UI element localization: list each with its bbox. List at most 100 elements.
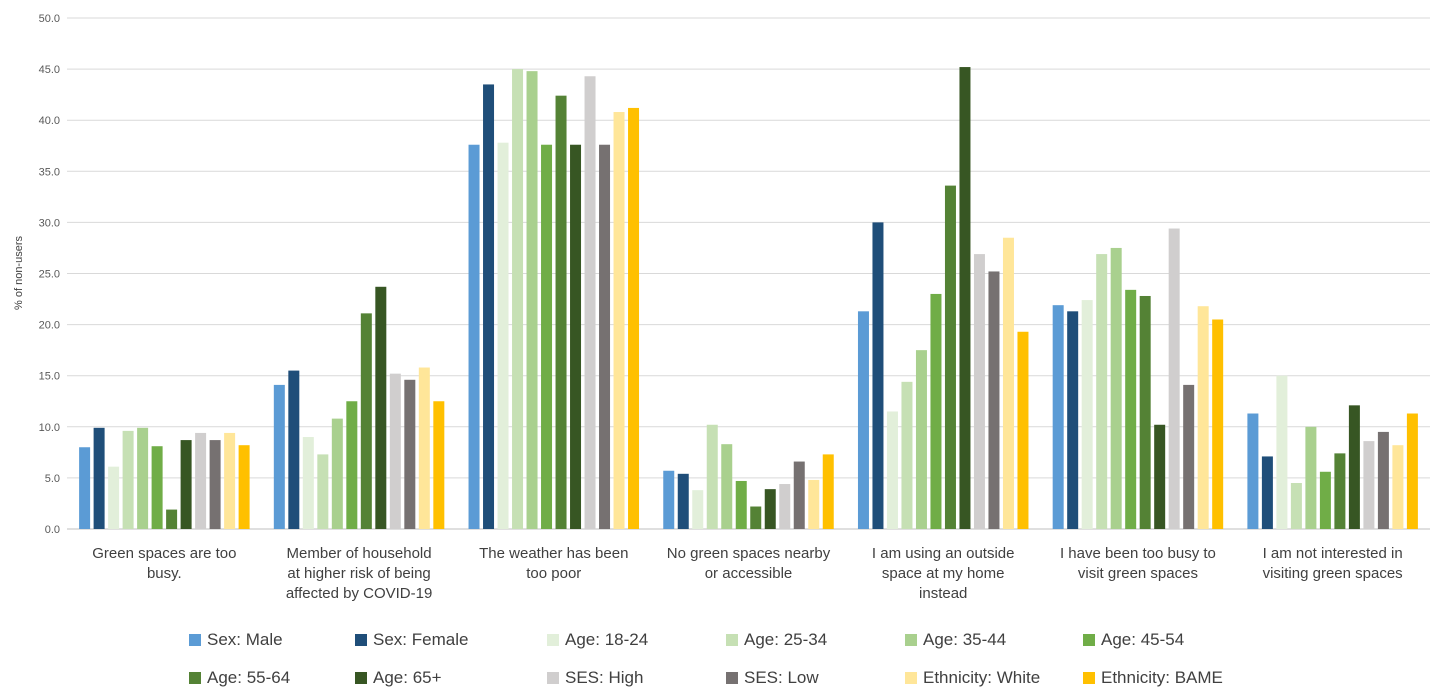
legend-swatch [547, 672, 559, 684]
bar [886, 411, 898, 529]
bar [1212, 319, 1224, 529]
x-category-label: Green spaces are too [92, 545, 236, 562]
bar [944, 185, 956, 529]
y-tick-label: 5.0 [45, 473, 60, 485]
bar [1363, 441, 1375, 529]
bar [122, 430, 134, 529]
bar [273, 384, 285, 529]
x-category-label: instead [919, 585, 967, 602]
legend-swatch [547, 634, 559, 646]
bar [1377, 431, 1389, 529]
legend-label: Ethnicity: White [923, 668, 1040, 687]
bar [79, 447, 91, 529]
bar [555, 95, 567, 529]
x-category-label: I am not interested in [1263, 545, 1403, 562]
legend-label: Sex: Female [373, 630, 468, 649]
legend-label: Age: 35-44 [923, 630, 1006, 649]
y-tick-label: 40.0 [39, 115, 60, 127]
x-category-label: or accessible [705, 565, 793, 582]
bar [793, 461, 805, 529]
bar [224, 432, 236, 529]
legend-swatch [355, 634, 367, 646]
x-category-label: I have been too busy to [1060, 545, 1216, 562]
bar [389, 373, 401, 529]
legend-swatch [726, 634, 738, 646]
bar [1168, 228, 1180, 530]
bar [483, 84, 495, 530]
bar [1081, 300, 1093, 529]
bar [1392, 445, 1404, 529]
y-tick-label: 25.0 [39, 269, 60, 281]
bar [302, 437, 314, 529]
y-tick-label: 0.0 [45, 524, 60, 536]
bar [628, 107, 640, 529]
axes: 0.0 5.0 10.0 15.0 20.0 25.0 30.0 35.0 40.0 45.0 50… [39, 13, 1403, 602]
bar [1154, 424, 1166, 529]
legend-label: Age: 65+ [373, 668, 442, 687]
bar [822, 454, 834, 529]
bars [79, 67, 1418, 530]
x-category-label: Member of household [287, 545, 432, 562]
bar [1017, 331, 1029, 529]
x-category-label: visit green spaces [1078, 565, 1198, 582]
bar [901, 381, 913, 529]
x-category-label: No green spaces nearby [667, 545, 831, 562]
y-tick-label: 30.0 [39, 217, 60, 229]
legend-label: Ethnicity: BAME [1101, 668, 1223, 687]
gridlines [67, 17, 1430, 530]
bar [1247, 413, 1259, 529]
bar [808, 479, 820, 529]
bar [1067, 311, 1079, 529]
bar [137, 427, 149, 529]
bar [317, 454, 329, 529]
bar [973, 254, 985, 529]
x-category-label: visiting green spaces [1263, 565, 1403, 582]
bar [915, 350, 927, 529]
bar [959, 67, 971, 529]
bar [1305, 426, 1317, 529]
bar [1197, 306, 1209, 529]
bar [360, 313, 372, 529]
bar [375, 286, 387, 529]
legend-swatch [355, 672, 367, 684]
bar [1125, 289, 1137, 529]
bar [706, 424, 718, 529]
legend-swatch [905, 634, 917, 646]
bar [735, 480, 747, 529]
y-tick-label: 10.0 [39, 422, 60, 434]
legend-swatch [189, 672, 201, 684]
bar [151, 446, 163, 529]
bar [195, 432, 207, 529]
bar [677, 473, 689, 529]
bar [238, 445, 250, 529]
legend-swatch [1083, 634, 1095, 646]
y-tick-label: 45.0 [39, 64, 60, 76]
bar [988, 271, 1000, 529]
bar [1052, 305, 1064, 529]
legend-label: SES: High [565, 668, 643, 687]
bar [1261, 456, 1273, 529]
y-tick-label: 50.0 [39, 13, 60, 25]
legend-label: SES: Low [744, 668, 819, 687]
bar [721, 444, 733, 529]
bar [288, 370, 300, 529]
y-tick-label: 20.0 [39, 320, 60, 332]
bar [764, 489, 776, 529]
x-category-label: at higher risk of being [287, 565, 430, 582]
bar [93, 427, 105, 529]
bar [433, 401, 445, 529]
bar [599, 144, 611, 529]
bar [1139, 295, 1151, 529]
bar [1290, 483, 1302, 529]
bar [497, 142, 509, 529]
y-tick-label: 35.0 [39, 166, 60, 178]
bar [750, 506, 762, 529]
bar [108, 466, 120, 529]
bar [404, 379, 416, 529]
legend-label: Age: 25-34 [744, 630, 827, 649]
bar [613, 112, 625, 530]
bar [779, 484, 791, 529]
x-category-label: too poor [526, 565, 581, 582]
